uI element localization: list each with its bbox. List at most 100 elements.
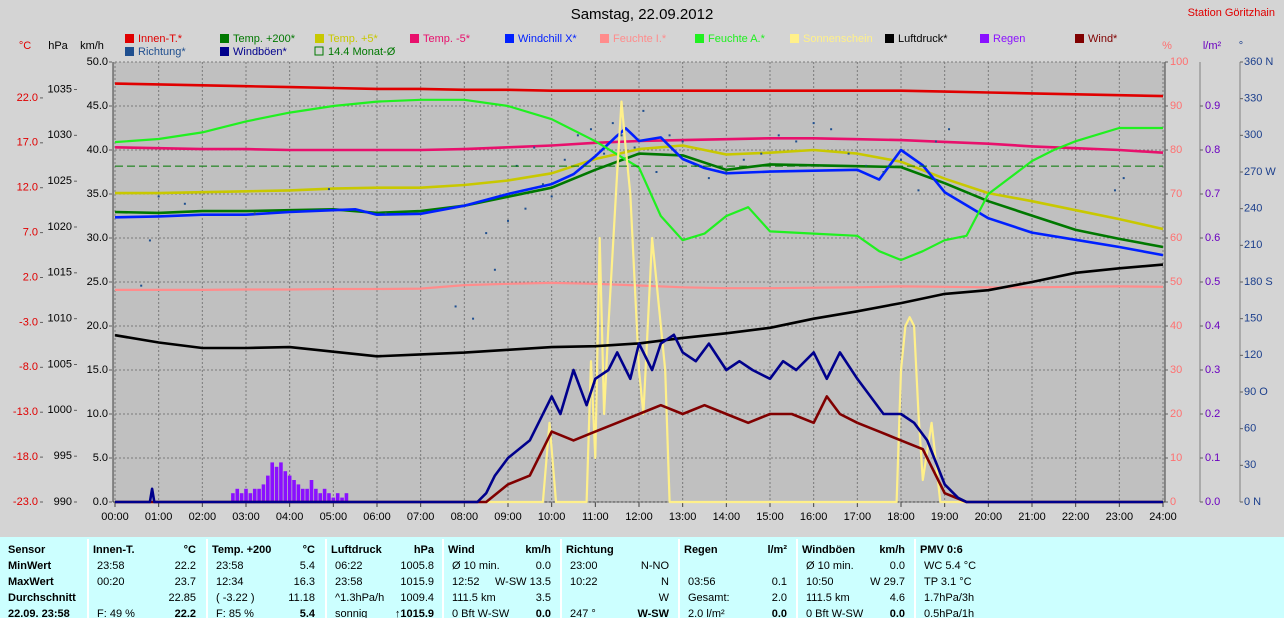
table-value: 0.0 — [536, 608, 551, 618]
x-tick-label: 22:00 — [1062, 511, 1090, 523]
scatter-point — [900, 158, 902, 161]
bar — [287, 475, 292, 502]
scatter-point — [725, 171, 728, 173]
bar — [309, 480, 314, 502]
scatter-point — [1113, 189, 1116, 192]
y-tick-label: -8.0 — [19, 361, 38, 373]
x-tick-label: 24:00 — [1149, 511, 1177, 523]
table-unit: l/m² — [767, 544, 787, 556]
axis-unit: l/m² — [1203, 40, 1222, 52]
y-tick-label: 50 — [1170, 276, 1182, 288]
series-line — [114, 98, 1163, 262]
y-tick-label: 300 — [1244, 129, 1262, 141]
bar — [274, 466, 279, 502]
x-tick-label: 01:00 — [145, 511, 173, 523]
scatter-point — [384, 212, 387, 215]
y-tick-label: 20 — [1170, 408, 1182, 420]
x-tick-label: 16:00 — [800, 511, 828, 523]
legend-swatch — [1075, 34, 1084, 43]
y-tick-label: -3.0 — [19, 316, 38, 328]
y-tick-label: 0.4 — [1205, 320, 1220, 332]
scatter-point — [533, 146, 536, 149]
bar — [344, 493, 349, 502]
table-value: 3.5 — [536, 592, 551, 604]
legend-swatch — [220, 34, 229, 43]
table-value: 5.4 — [300, 608, 316, 618]
y-tick-label: 20.0 — [87, 320, 108, 332]
table-unit: °C — [303, 544, 315, 556]
table-value: W-SW 13.5 — [495, 576, 551, 588]
bar — [335, 493, 340, 502]
table-cell: 111.5 km — [452, 592, 496, 604]
bar — [248, 493, 253, 502]
scatter-point — [795, 140, 798, 143]
scatter-point — [707, 177, 710, 180]
y-tick-label: 7.0 — [23, 227, 38, 239]
bar — [331, 497, 336, 502]
table-value: 1015.9 — [400, 576, 434, 588]
table-cell: F: 85 % — [216, 608, 254, 618]
bar — [244, 488, 248, 502]
x-tick-label: 10:00 — [538, 511, 566, 523]
table-cell: 247 ° — [570, 608, 596, 618]
table-header: Luftdruck — [331, 544, 383, 556]
scatter-point — [550, 195, 553, 198]
y-tick-label: 0.9 — [1205, 100, 1220, 112]
bar — [305, 488, 309, 502]
y-tick-label: -13.0 — [13, 406, 38, 418]
scatter-point — [603, 152, 606, 155]
x-tick-label: 02:00 — [189, 511, 217, 523]
scatter-point — [148, 239, 151, 242]
x-tick-label: 17:00 — [844, 511, 872, 523]
scatter-point — [655, 171, 658, 173]
legend-label: Wind* — [1088, 33, 1118, 45]
y-tick-label: 15.0 — [87, 364, 108, 376]
table-value: N — [661, 576, 669, 588]
legend-label: Temp. -5* — [423, 33, 471, 45]
table-header: Sensor — [8, 544, 46, 556]
table-header: Richtung — [566, 544, 614, 556]
scatter-point — [611, 122, 614, 125]
scatter-point — [668, 134, 671, 137]
table-cell: 2.0 l/m² — [688, 608, 725, 618]
series-line — [114, 82, 1164, 98]
legend-swatch — [600, 34, 609, 43]
scatter-point — [507, 219, 509, 222]
y-tick-label: 0.5 — [1205, 276, 1220, 288]
scatter-point — [524, 207, 527, 210]
table-value: 22.2 — [175, 608, 196, 618]
y-tick-label: 70 — [1170, 188, 1182, 200]
legend-swatch — [885, 34, 894, 43]
y-tick-label: 60 — [1170, 232, 1182, 244]
table-value: W 29.7 — [870, 576, 905, 588]
legend-swatch — [314, 46, 324, 56]
legend-swatch — [505, 34, 514, 43]
series-line — [115, 100, 1163, 504]
table-cell: 0 Bft W-SW — [806, 608, 864, 618]
y-tick-label: 0.2 — [1205, 408, 1220, 420]
legend-swatch — [220, 47, 229, 56]
x-tick-label: 18:00 — [887, 511, 915, 523]
y-tick-label: 0.7 — [1205, 188, 1220, 200]
y-tick-label: 1015 — [48, 267, 72, 279]
table-cell: 0.5hPa/1h — [924, 608, 974, 618]
y-tick-label: 12.0 — [17, 182, 38, 194]
table-value: W-SW — [637, 608, 669, 618]
table-unit: km/h — [525, 544, 551, 556]
table-header: Temp. +200 — [212, 544, 271, 556]
y-tick-label: 40.0 — [87, 144, 108, 156]
y-tick-label: 120 — [1244, 349, 1262, 361]
legend-label: Feuchte A.* — [708, 33, 766, 45]
bar — [266, 475, 270, 502]
legend-label: Luftdruck* — [898, 33, 948, 45]
x-tick-label: 00:00 — [101, 511, 129, 523]
scatter-point — [589, 128, 592, 131]
table-value: 5.4 — [300, 560, 315, 572]
table-value: 22.2 — [175, 560, 196, 572]
table-header: Innen-T. — [93, 544, 135, 556]
legend-label: Regen — [993, 33, 1025, 45]
y-tick-label: 995 — [54, 450, 72, 462]
bar — [270, 462, 274, 502]
scatter-point — [934, 140, 937, 143]
x-tick-label: 06:00 — [363, 511, 391, 523]
